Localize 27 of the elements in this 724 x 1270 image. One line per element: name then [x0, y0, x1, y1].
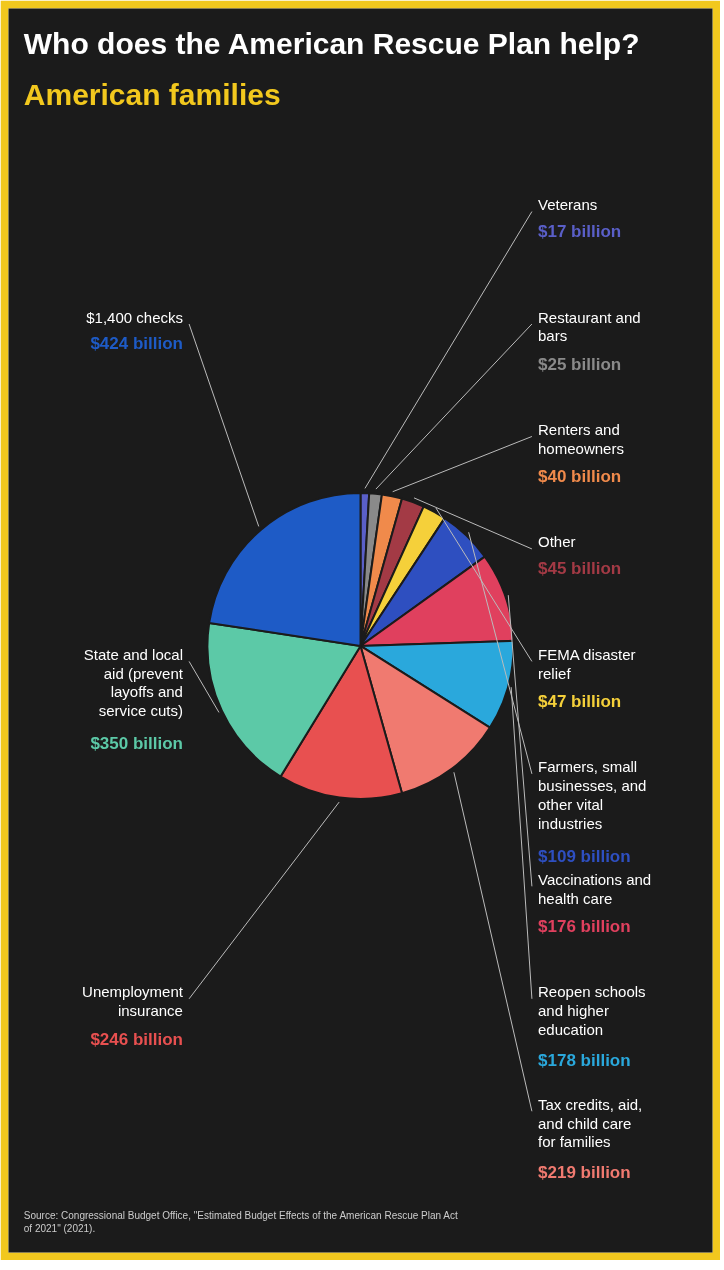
source-note: Source: Congressional Budget Office, "Estimated Budget Effects of the American Rescue Plan Act of 2021" (2021). [23, 1209, 458, 1234]
slice-label: State and local aid (prevent layoffs and service cuts) [83, 645, 184, 720]
slice-label: Tax credits, aid, and child care for families [538, 1095, 643, 1151]
slice-label: Reopen schools and higher education [538, 983, 646, 1038]
slice-label: Farmers, small businesses, and other vital industries [538, 758, 647, 832]
data-label: $40 billion [538, 467, 622, 487]
slice-label: Restaurant and bars [538, 308, 641, 345]
data-label: $424 billion [90, 334, 183, 354]
data-label: $219 billion [538, 1163, 631, 1183]
slice-label: FEMA disaster relief [538, 645, 636, 682]
chart-subtitle: American families [23, 78, 281, 112]
data-label: $176 billion [538, 917, 631, 937]
slice-label: $1,400 checks [86, 308, 183, 326]
data-label: $246 billion [90, 1029, 183, 1049]
slice-label: Unemployment insurance [82, 983, 184, 1020]
data-label: $17 billion [538, 221, 622, 241]
data-label: $109 billion [538, 846, 631, 866]
chart-title: Who does the American Rescue Plan help? [23, 27, 640, 61]
data-label: $45 billion [538, 558, 622, 578]
slice-label: Vaccinations and health care [538, 870, 652, 907]
data-label: $47 billion [538, 692, 622, 712]
data-label: $178 billion [538, 1050, 631, 1070]
slice-label: Other [538, 533, 576, 551]
slice-label: Renters and homeowners [538, 421, 624, 457]
slice-label: Veterans [538, 196, 598, 214]
data-label: $350 billion [90, 734, 183, 754]
data-label: $25 billion [538, 354, 622, 374]
